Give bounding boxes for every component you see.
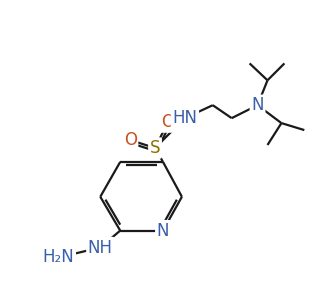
Text: HN: HN [172, 109, 197, 127]
Text: O: O [162, 113, 175, 131]
Text: S: S [150, 139, 160, 157]
Text: N: N [157, 221, 169, 239]
Text: O: O [124, 131, 136, 149]
Text: H₂N: H₂N [43, 249, 74, 267]
Text: NH: NH [88, 239, 113, 256]
Text: N: N [251, 96, 264, 114]
